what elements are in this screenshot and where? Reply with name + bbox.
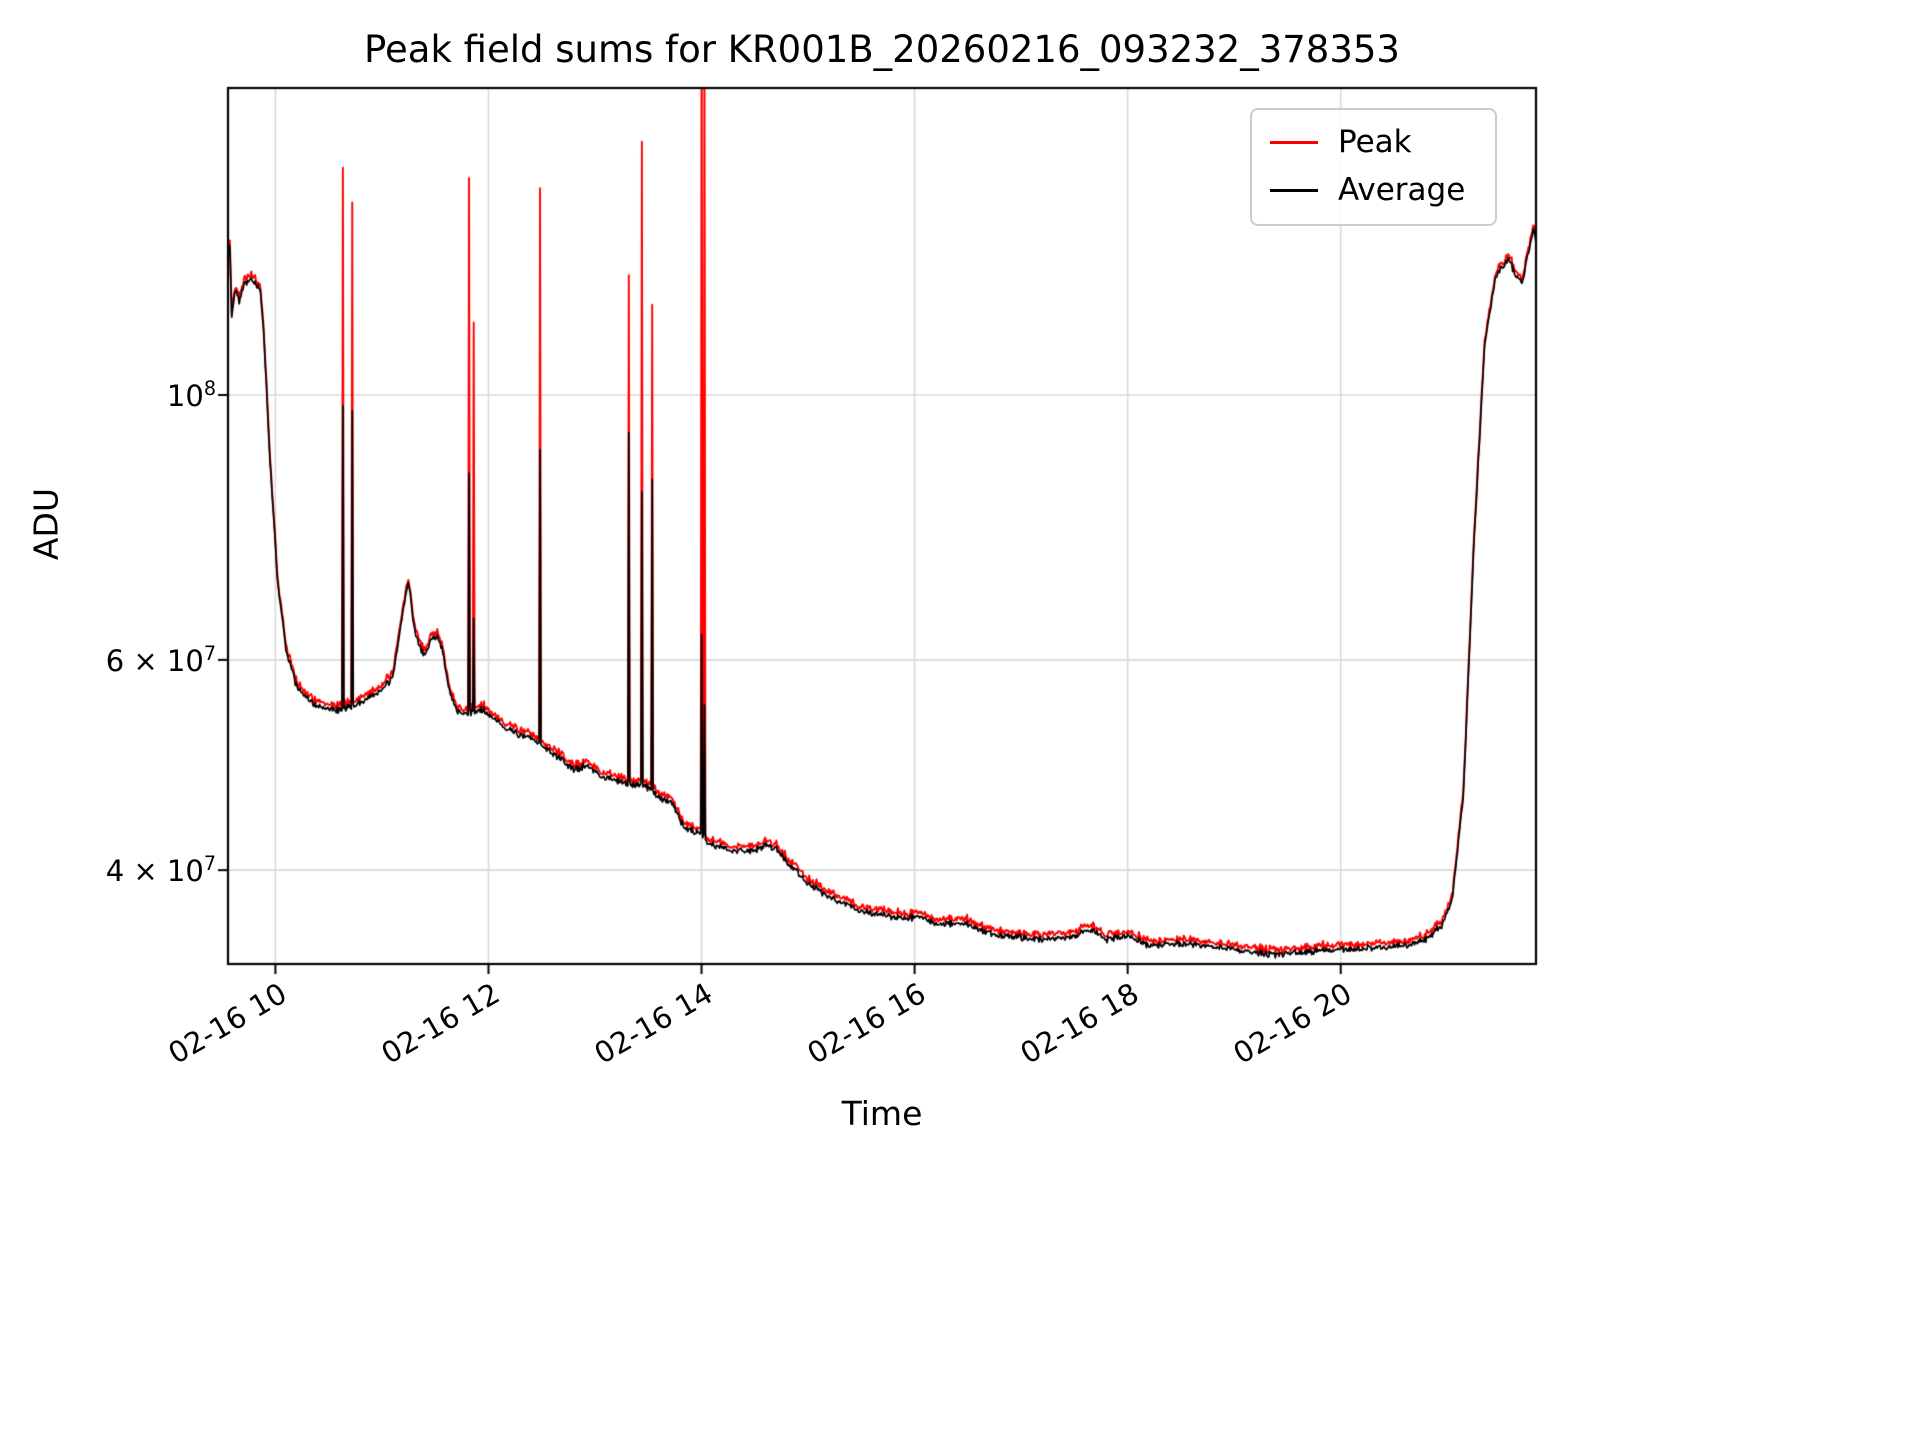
peak-line-swatch	[1270, 140, 1318, 144]
legend-entry-peak: Peak	[1270, 124, 1465, 160]
legend-entry-average: Average	[1270, 172, 1465, 208]
y-tick-label: 108	[166, 377, 216, 413]
y-tick-label: 4 × 107	[105, 852, 216, 888]
chart-title: Peak field sums for KR001B_20260216_0932…	[364, 28, 1400, 71]
y-tick-label: 6 × 107	[105, 642, 216, 678]
legend-label-average: Average	[1338, 172, 1466, 208]
legend-label-peak: Peak	[1338, 124, 1412, 160]
y-axis-label: ADU	[26, 487, 66, 561]
average-line-swatch	[1270, 188, 1318, 192]
legend: Peak Average	[1250, 108, 1498, 226]
x-axis-label: Time	[841, 1094, 923, 1133]
